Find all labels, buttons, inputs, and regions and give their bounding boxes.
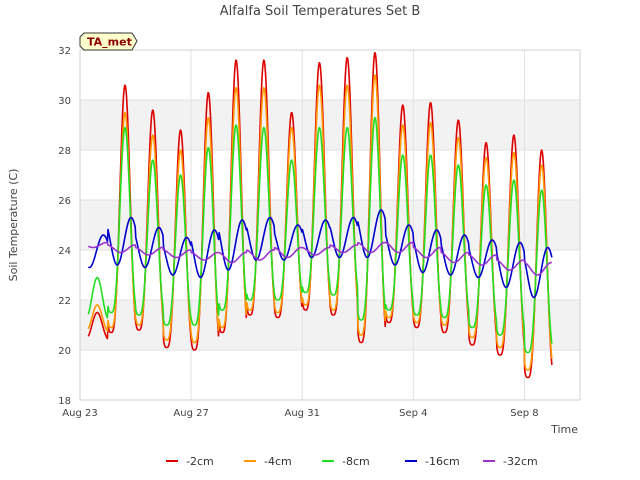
station-badge-box: [79, 32, 138, 51]
legend-label: -32cm: [503, 455, 538, 468]
x-tick-labels: Aug 23 Aug 27 Aug 31 Sep 4 Sep 8: [62, 408, 538, 419]
series-line-minus-16cm: [87, 209, 553, 299]
y-tick-labels: 18 20 22 24 26 28 30 32: [58, 46, 71, 407]
station-badge-label: TA_met: [87, 36, 132, 49]
y-tick-label: 26: [58, 196, 71, 207]
legend-label: -8cm: [342, 455, 370, 468]
series-line-minus-8cm: [87, 116, 553, 354]
legend-label: -2cm: [186, 455, 214, 468]
x-tick-label: Aug 23: [62, 408, 97, 419]
legend-label: -4cm: [264, 455, 292, 468]
series-line-minus-4cm: [87, 74, 553, 371]
plot-border: [79, 49, 581, 401]
y-axis-label: Soil Temperature (C): [7, 169, 20, 282]
y-tick-label: 30: [58, 96, 71, 107]
x-tick-label: Aug 31: [285, 408, 320, 419]
y-tick-label: 18: [58, 396, 71, 407]
legend-label: -16cm: [425, 455, 460, 468]
y-tick-label: 28: [58, 146, 71, 157]
y-tick-label: 24: [58, 246, 71, 257]
series-lines: [87, 51, 553, 379]
y-tick-label: 32: [58, 46, 71, 57]
series-line-minus-32cm: [87, 241, 553, 276]
chart-title: Alfalfa Soil Temperatures Set B: [220, 4, 421, 19]
x-axis-label: Time: [550, 423, 578, 436]
station-badge: TA_met: [79, 32, 138, 51]
x-tick-label: Aug 27: [173, 408, 208, 419]
legend: -2cm -4cm -8cm -16cm -32cm: [166, 455, 538, 468]
x-tick-label: Sep 4: [399, 408, 427, 419]
plot-band: [80, 200, 580, 250]
x-tick-label: Sep 8: [510, 408, 538, 419]
plot-band: [80, 100, 580, 150]
series-line-minus-2cm: [87, 51, 553, 379]
y-tick-label: 22: [58, 296, 71, 307]
y-tick-label: 20: [58, 346, 71, 357]
